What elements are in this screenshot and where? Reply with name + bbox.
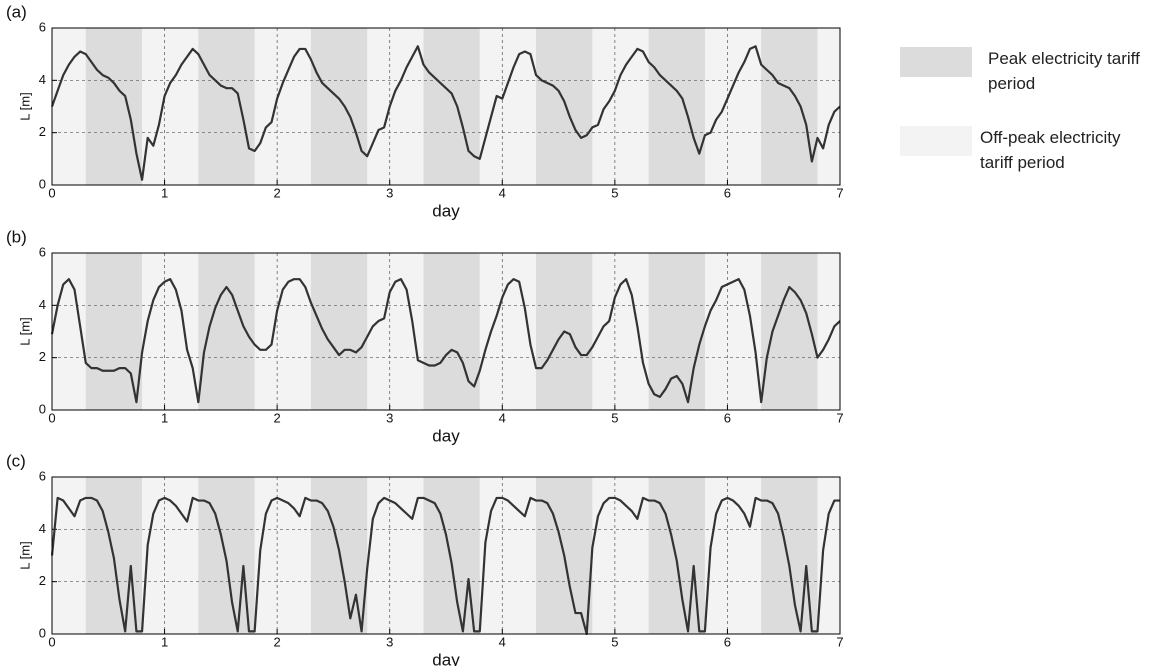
x-axis-label: day <box>432 201 460 220</box>
y-tick-label: 6 <box>39 468 46 483</box>
y-tick-label: 4 <box>39 297 46 312</box>
y-tick-label: 0 <box>39 401 46 416</box>
x-tick-label: 5 <box>611 410 618 425</box>
x-tick-label: 2 <box>274 634 281 649</box>
data-line <box>50 496 840 636</box>
x-tick-label: 3 <box>386 185 393 200</box>
y-tick-label: 6 <box>39 244 46 259</box>
x-tick-label: 0 <box>48 185 55 200</box>
y-tick-label: 0 <box>39 176 46 191</box>
x-tick-label: 6 <box>724 185 731 200</box>
y-tick-label: 4 <box>39 521 46 536</box>
peak-period <box>198 28 255 185</box>
legend-swatch-peak <box>900 47 972 77</box>
peak-period <box>648 253 705 410</box>
x-tick-label: 4 <box>499 185 506 200</box>
y-tick-label: 2 <box>39 349 46 364</box>
x-axis-label: day <box>432 650 460 666</box>
peak-period <box>423 253 480 410</box>
plot-frame <box>51 252 841 411</box>
x-tick-label: 0 <box>48 634 55 649</box>
x-tick-label: 4 <box>499 634 506 649</box>
y-tick-label: 6 <box>39 19 46 34</box>
x-axis-label: day <box>432 426 460 445</box>
peak-period <box>536 28 593 185</box>
panel-label: (c) <box>6 451 26 470</box>
x-tick-label: 2 <box>274 185 281 200</box>
plot-frame <box>51 27 841 186</box>
y-tick-label: 0 <box>39 625 46 640</box>
x-tick-label: 0 <box>48 410 55 425</box>
x-tick-label: 6 <box>724 410 731 425</box>
peak-period <box>85 28 143 185</box>
x-tick-label: 2 <box>274 410 281 425</box>
x-tick-label: 5 <box>611 185 618 200</box>
legend-label: Peak electricity tariff period <box>988 49 1140 93</box>
x-tick-label: 1 <box>161 185 168 200</box>
peak-period <box>761 28 818 185</box>
legend-label: Off-peak electricity tariff period <box>980 128 1121 172</box>
data-line <box>50 278 841 404</box>
x-tick-label: 1 <box>161 410 168 425</box>
data-line <box>50 45 841 181</box>
plot-frame <box>51 476 841 635</box>
peak-period <box>310 28 368 185</box>
y-axis-label: L [m] <box>17 317 32 345</box>
y-tick-label: 4 <box>39 72 46 87</box>
x-tick-label: 7 <box>836 185 843 200</box>
x-tick-label: 3 <box>386 410 393 425</box>
y-tick-label: 2 <box>39 124 46 139</box>
y-axis-label: L [m] <box>17 92 32 120</box>
peak-period <box>648 28 705 185</box>
panel-label: (b) <box>6 227 27 246</box>
peak-period <box>761 253 818 410</box>
x-tick-label: 7 <box>836 634 843 649</box>
legend-swatch-offpeak <box>900 126 972 156</box>
x-tick-label: 6 <box>724 634 731 649</box>
x-tick-label: 1 <box>161 634 168 649</box>
peak-period <box>423 28 480 185</box>
y-axis-label: L [m] <box>17 541 32 569</box>
x-tick-label: 7 <box>836 410 843 425</box>
y-tick-label: 2 <box>39 573 46 588</box>
x-tick-label: 5 <box>611 634 618 649</box>
peak-period <box>310 253 368 410</box>
x-tick-label: 4 <box>499 410 506 425</box>
x-tick-label: 3 <box>386 634 393 649</box>
panel-label: (a) <box>6 2 27 21</box>
